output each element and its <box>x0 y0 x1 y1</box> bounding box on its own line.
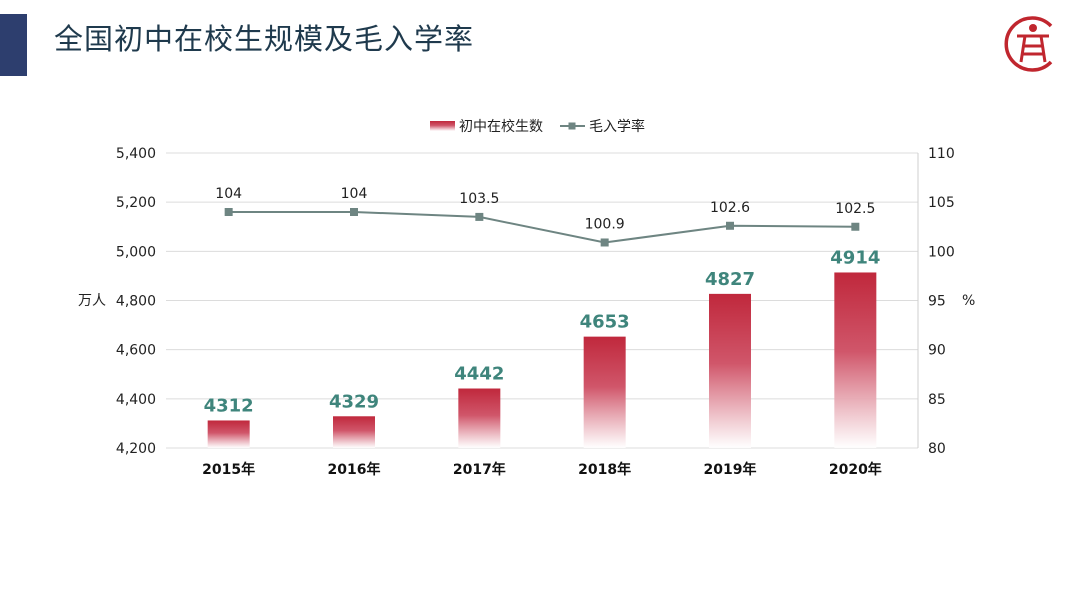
category-label: 2015年 <box>202 461 255 478</box>
bar-value-label: 4329 <box>329 391 379 412</box>
rate-value-label: 104 <box>341 186 368 202</box>
category-label: 2017年 <box>453 461 506 478</box>
rate-line <box>228 211 856 244</box>
bar <box>834 272 877 448</box>
rate-marker <box>475 212 484 221</box>
title-accent-bar <box>0 14 27 76</box>
rate-marker <box>726 221 734 230</box>
page-title: 全国初中在校生规模及毛入学率 <box>54 22 475 56</box>
bar <box>207 420 250 448</box>
left-tick-label: 4,400 <box>116 392 156 408</box>
category-label: 2020年 <box>829 461 882 478</box>
left-tick-label: 5,200 <box>116 195 156 211</box>
left-tick-label: 5,400 <box>116 146 156 162</box>
legend: 初中在校生数 毛入学率 <box>430 118 645 135</box>
category-label: 2018年 <box>578 461 631 478</box>
category-label: 2016年 <box>328 461 381 478</box>
bar <box>333 416 375 448</box>
right-tick-label: 100 <box>928 244 955 260</box>
bar-value-label: 4827 <box>705 269 755 290</box>
bar <box>583 336 626 448</box>
rate-marker <box>600 238 609 247</box>
rate-value-label: 102.5 <box>835 201 875 217</box>
right-tick-label: 80 <box>928 441 946 457</box>
bar-value-label: 4312 <box>204 395 254 416</box>
right-tick-label: 105 <box>928 195 955 211</box>
legend-line-marker <box>568 122 576 130</box>
legend-line-label: 毛入学率 <box>589 118 645 135</box>
rate-value-label: 102.6 <box>710 200 750 216</box>
right-tick-label: 110 <box>928 146 955 162</box>
bar <box>709 293 751 448</box>
rate-value-label: 100.9 <box>585 216 625 232</box>
bar-value-label: 4653 <box>580 312 630 333</box>
rate-value-label: 104 <box>215 186 242 202</box>
right-tick-label: 95 <box>928 294 946 310</box>
bar-value-label: 4442 <box>454 364 504 385</box>
left-axis-label: 万人 <box>78 293 106 309</box>
right-tick-label: 90 <box>928 343 946 359</box>
rate-marker <box>224 208 233 216</box>
left-tick-label: 5,000 <box>116 244 156 260</box>
right-axis-label: % <box>962 293 975 309</box>
bar-value-label: 4914 <box>830 247 880 268</box>
legend-bar-label: 初中在校生数 <box>459 118 543 135</box>
rate-marker <box>851 222 860 231</box>
rate-marker <box>350 208 358 216</box>
category-label: 2019年 <box>704 461 757 478</box>
rate-value-label: 103.5 <box>459 191 499 207</box>
legend-bar-swatch <box>430 121 455 131</box>
left-tick-label: 4,200 <box>116 441 156 457</box>
right-tick-label: 85 <box>928 392 946 408</box>
left-tick-label: 4,600 <box>116 343 156 359</box>
logo-icon <box>1004 16 1053 72</box>
left-tick-label: 4,800 <box>116 294 156 310</box>
bar <box>458 388 501 448</box>
